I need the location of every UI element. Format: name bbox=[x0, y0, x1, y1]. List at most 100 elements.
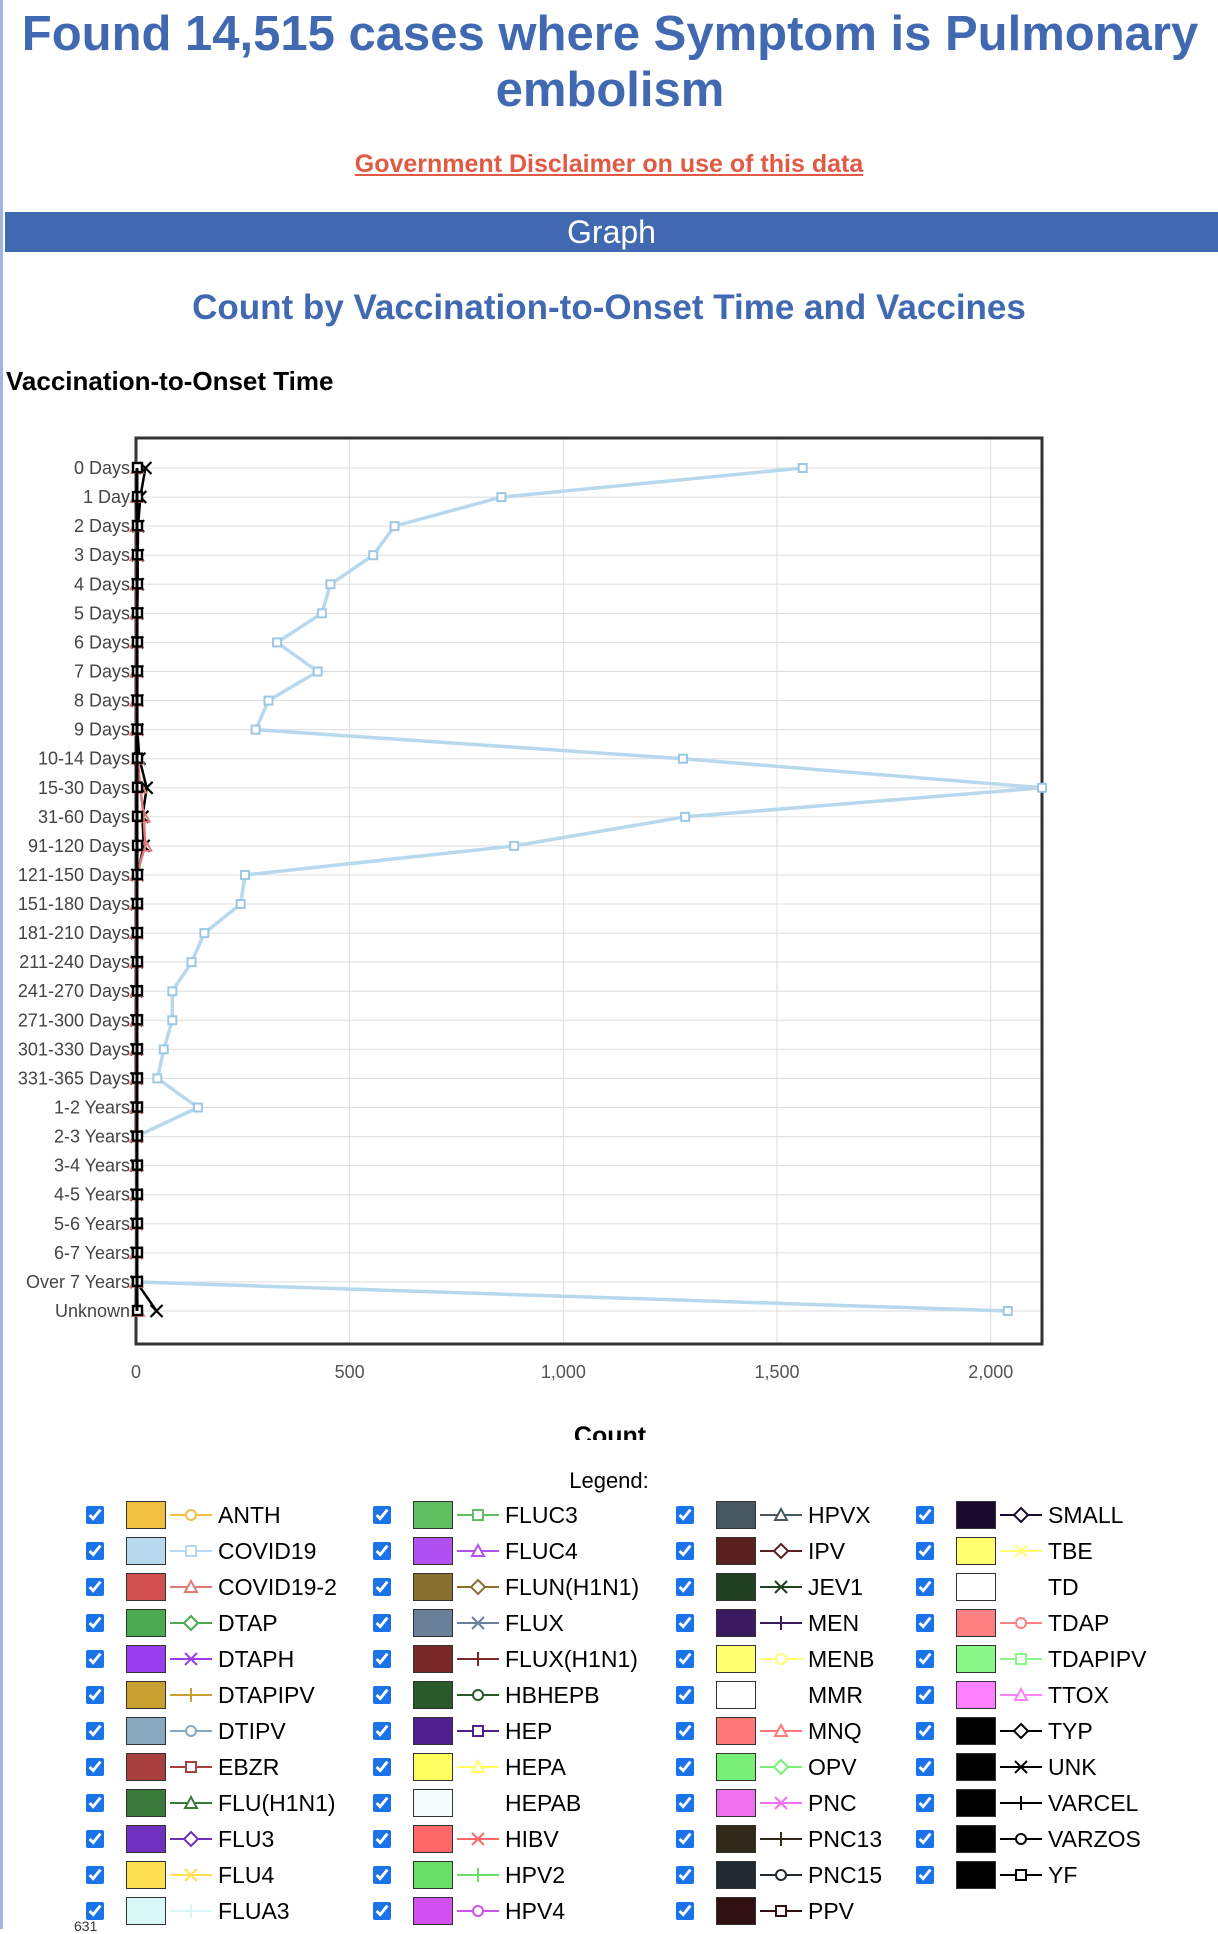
legend-marker-icon bbox=[758, 1504, 804, 1526]
legend-checkbox[interactable] bbox=[373, 1650, 391, 1668]
legend-marker-icon bbox=[998, 1756, 1044, 1778]
legend-label: DTIPV bbox=[218, 1717, 286, 1744]
legend-item-tbe: TBE bbox=[916, 1536, 1093, 1566]
legend-checkbox[interactable] bbox=[86, 1650, 104, 1668]
legend-checkbox[interactable] bbox=[676, 1866, 694, 1884]
data-point bbox=[167, 1015, 178, 1026]
legend-checkbox[interactable] bbox=[373, 1614, 391, 1632]
data-point bbox=[797, 463, 808, 473]
legend-swatch bbox=[126, 1789, 166, 1817]
legend-marker-icon bbox=[758, 1756, 804, 1778]
legend-item-flu-h1n1-: FLU(H1N1) bbox=[86, 1788, 336, 1818]
legend-marker-icon bbox=[168, 1540, 214, 1562]
legend-swatch bbox=[956, 1861, 996, 1889]
legend-checkbox[interactable] bbox=[676, 1722, 694, 1740]
legend-marker-icon bbox=[455, 1828, 501, 1850]
legend-checkbox[interactable] bbox=[916, 1830, 934, 1848]
legend-checkbox[interactable] bbox=[373, 1758, 391, 1776]
legend-label: FLU(H1N1) bbox=[218, 1789, 336, 1816]
legend-label: FLUC4 bbox=[505, 1537, 578, 1564]
x-tick-label: 500 bbox=[335, 1362, 365, 1382]
chart-title: Count by Vaccination-to-Onset Time and V… bbox=[192, 288, 1026, 327]
legend-checkbox[interactable] bbox=[916, 1794, 934, 1812]
legend-label: PNC13 bbox=[808, 1825, 883, 1852]
legend-marker-icon bbox=[455, 1792, 501, 1814]
legend-checkbox[interactable] bbox=[86, 1686, 104, 1704]
legend-checkbox[interactable] bbox=[676, 1758, 694, 1776]
data-point bbox=[680, 811, 691, 822]
legend-swatch bbox=[413, 1825, 453, 1853]
legend-swatch bbox=[126, 1573, 166, 1601]
legend-checkbox[interactable] bbox=[86, 1758, 104, 1776]
legend-checkbox[interactable] bbox=[86, 1722, 104, 1740]
legend-checkbox[interactable] bbox=[676, 1506, 694, 1524]
legend-label: TDAP bbox=[1048, 1609, 1110, 1636]
legend-swatch bbox=[716, 1825, 756, 1853]
legend-checkbox[interactable] bbox=[373, 1542, 391, 1560]
legend-checkbox[interactable] bbox=[373, 1794, 391, 1812]
legend-checkbox[interactable] bbox=[916, 1866, 934, 1884]
legend-item-varcel: VARCEL bbox=[916, 1788, 1138, 1818]
legend-label: HIBV bbox=[505, 1825, 559, 1852]
legend-label: IPV bbox=[808, 1537, 846, 1564]
legend-checkbox[interactable] bbox=[676, 1902, 694, 1920]
legend-item-menb: MENB bbox=[676, 1644, 874, 1674]
legend-checkbox[interactable] bbox=[916, 1542, 934, 1560]
legend-item-dtap: DTAP bbox=[86, 1608, 278, 1638]
x-tick-label: 0 bbox=[131, 1362, 141, 1382]
legend-item-pnc: PNC bbox=[676, 1788, 857, 1818]
legend-marker-icon bbox=[168, 1756, 214, 1778]
legend-checkbox[interactable] bbox=[676, 1542, 694, 1560]
legend-checkbox[interactable] bbox=[373, 1722, 391, 1740]
legend-checkbox[interactable] bbox=[373, 1578, 391, 1596]
legend-checkbox[interactable] bbox=[86, 1506, 104, 1524]
legend-checkbox[interactable] bbox=[916, 1650, 934, 1668]
y-tick-label: 2-3 Years bbox=[54, 1127, 130, 1147]
legend-checkbox[interactable] bbox=[916, 1578, 934, 1596]
legend-marker-icon bbox=[998, 1576, 1044, 1598]
legend-checkbox[interactable] bbox=[676, 1614, 694, 1632]
y-tick-label: 31-60 Days bbox=[38, 807, 130, 827]
legend-marker-icon bbox=[758, 1648, 804, 1670]
legend-swatch bbox=[716, 1897, 756, 1925]
legend-marker-icon bbox=[455, 1540, 501, 1562]
legend-checkbox[interactable] bbox=[86, 1578, 104, 1596]
legend-checkbox[interactable] bbox=[86, 1830, 104, 1848]
legend-swatch bbox=[126, 1825, 166, 1853]
legend-checkbox[interactable] bbox=[916, 1722, 934, 1740]
legend-marker-icon bbox=[168, 1648, 214, 1670]
legend-checkbox[interactable] bbox=[86, 1542, 104, 1560]
legend-checkbox[interactable] bbox=[676, 1686, 694, 1704]
legend-swatch bbox=[126, 1717, 166, 1745]
legend-label: UNK bbox=[1048, 1753, 1097, 1780]
legend-checkbox[interactable] bbox=[86, 1794, 104, 1812]
legend-checkbox[interactable] bbox=[373, 1902, 391, 1920]
legend-checkbox[interactable] bbox=[86, 1902, 104, 1920]
legend-item-dtaph: DTAPH bbox=[86, 1644, 294, 1674]
data-point bbox=[496, 492, 507, 503]
legend-checkbox[interactable] bbox=[916, 1758, 934, 1776]
legend-marker-icon bbox=[455, 1684, 501, 1706]
legend-checkbox[interactable] bbox=[916, 1614, 934, 1632]
y-tick-label: 6-7 Years bbox=[54, 1243, 130, 1263]
legend-checkbox[interactable] bbox=[373, 1686, 391, 1704]
legend-checkbox[interactable] bbox=[86, 1866, 104, 1884]
legend-checkbox[interactable] bbox=[676, 1578, 694, 1596]
y-axis-title: Vaccination-to-Onset Time bbox=[6, 366, 334, 396]
legend-label: HBHEPB bbox=[505, 1681, 600, 1708]
legend-title: Legend: bbox=[569, 1468, 649, 1493]
data-point bbox=[368, 550, 379, 561]
legend-item-pnc13: PNC13 bbox=[676, 1824, 882, 1854]
legend-item-flu4: FLU4 bbox=[86, 1860, 274, 1890]
legend-checkbox[interactable] bbox=[676, 1830, 694, 1848]
legend-checkbox[interactable] bbox=[916, 1686, 934, 1704]
x-axis-title: Count bbox=[574, 1422, 647, 1440]
legend-checkbox[interactable] bbox=[676, 1794, 694, 1812]
legend-checkbox[interactable] bbox=[86, 1614, 104, 1632]
legend-checkbox[interactable] bbox=[916, 1506, 934, 1524]
legend-checkbox[interactable] bbox=[676, 1650, 694, 1668]
disclaimer-link[interactable]: Government Disclaimer on use of this dat… bbox=[354, 150, 864, 178]
legend-checkbox[interactable] bbox=[373, 1506, 391, 1524]
legend-checkbox[interactable] bbox=[373, 1830, 391, 1848]
legend-checkbox[interactable] bbox=[373, 1866, 391, 1884]
